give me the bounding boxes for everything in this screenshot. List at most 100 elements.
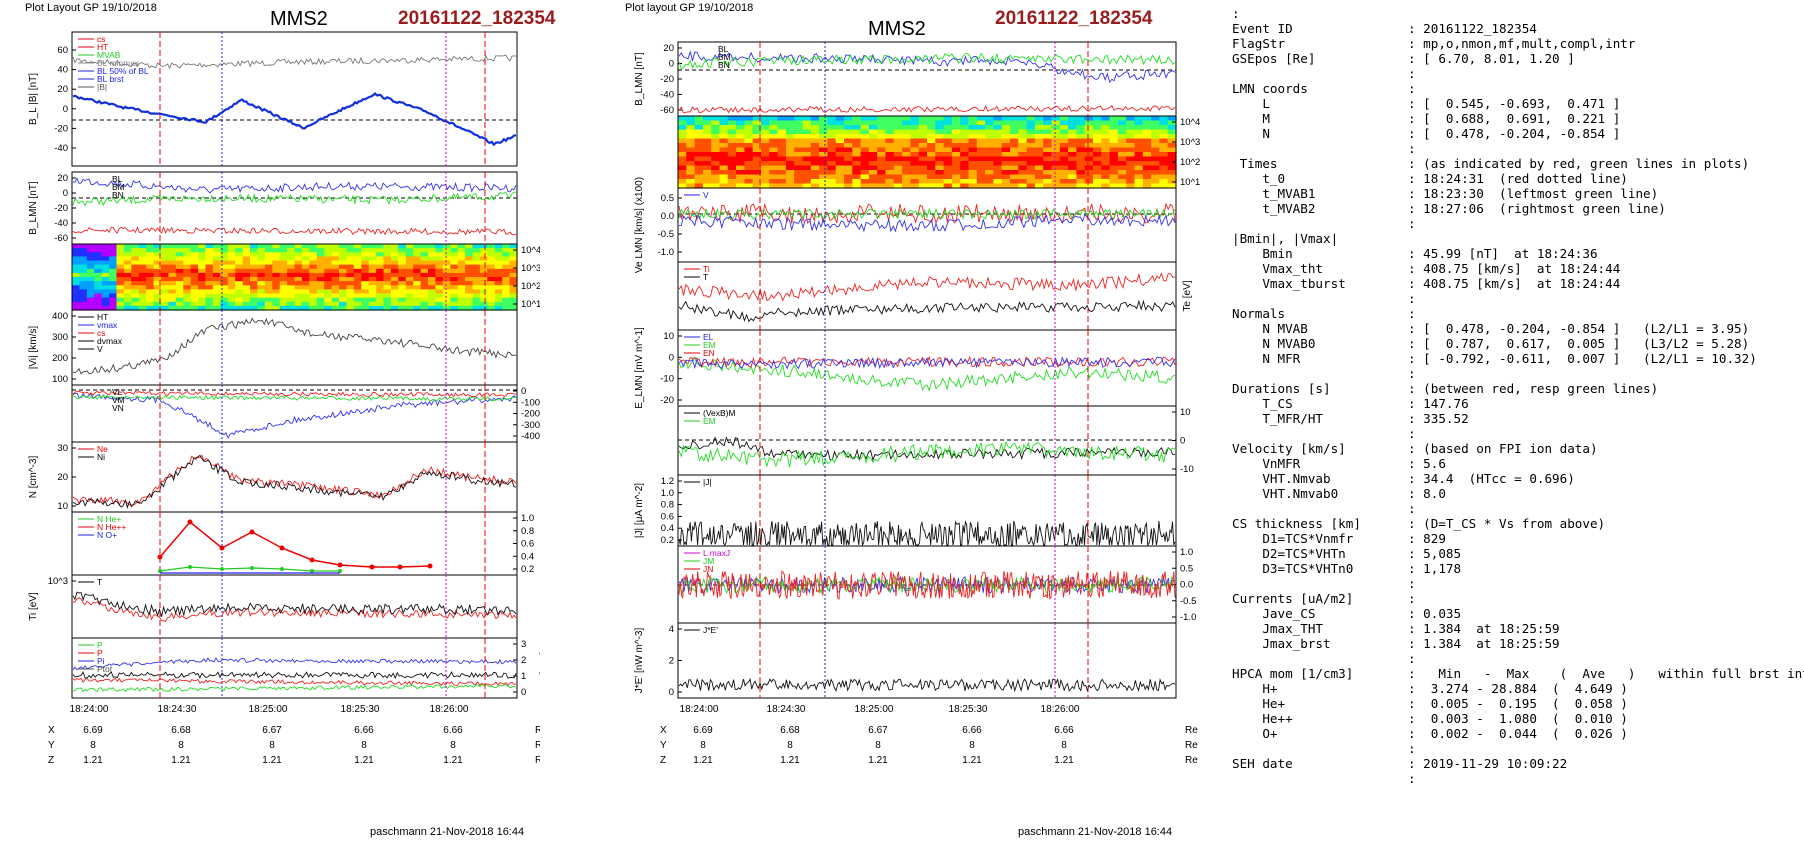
spectrogram-cell: [146, 305, 155, 311]
spectrogram-cell: [1109, 147, 1119, 153]
spectrogram-cell: [79, 293, 88, 299]
spectrogram-cell: [860, 120, 870, 126]
right-panel-3-tick-label: 0.5: [661, 193, 674, 204]
spectrogram-cell: [752, 152, 762, 158]
spectrogram-cell: [860, 129, 870, 135]
summary-value: :: [1408, 426, 1416, 441]
spectrogram-cell: [1051, 143, 1061, 149]
spectrogram-cell: [927, 152, 936, 158]
spectrogram-cell: [227, 260, 236, 266]
spectrogram-cell: [1076, 152, 1086, 158]
right-panel-5-series-1: [678, 355, 1176, 369]
spectrogram-cell: [985, 120, 994, 126]
spectrogram-cell: [727, 156, 737, 162]
spectrogram-cell: [175, 305, 184, 311]
spectrogram-cell: [331, 285, 340, 290]
summary-key: [1232, 216, 1408, 231]
spectrogram-cell: [1059, 129, 1069, 135]
left-pos-value: 8: [178, 740, 184, 751]
spectrogram-cell: [1026, 147, 1036, 153]
right-panel-3-tick-label: -1.0: [658, 247, 674, 258]
spectrogram-cell: [960, 138, 970, 144]
spectrogram-cell: [86, 301, 95, 307]
spectrogram-cell: [420, 301, 429, 307]
summary-key: t_MVAB2: [1232, 201, 1316, 216]
spectrogram-cell: [198, 297, 207, 303]
spectrogram-cell: [212, 248, 221, 253]
spectrogram-cell: [1134, 138, 1144, 144]
spectrogram-cell: [927, 156, 936, 162]
spectrogram-cell: [279, 297, 288, 303]
spectrogram-cell: [769, 174, 779, 180]
spectrogram-cell: [198, 268, 207, 274]
spectrogram-cell: [168, 297, 177, 303]
spectrogram-cell: [985, 147, 994, 153]
spectrogram-cell: [1034, 170, 1044, 176]
spectrogram-cell: [694, 174, 704, 180]
spectrogram-cell: [1093, 152, 1102, 158]
spectrogram-cell: [116, 297, 125, 303]
right-panel-8-legend-entry: L maxJ: [703, 548, 730, 558]
spectrogram-cell: [279, 293, 288, 299]
spectrogram-cell: [893, 147, 903, 153]
spectrogram-cell: [910, 143, 920, 149]
left-pos-unit: Re: [535, 725, 540, 736]
spectrogram-cell: [1010, 116, 1019, 122]
spectrogram-cell: [331, 268, 340, 274]
spectrogram-cell: [727, 116, 737, 122]
spectrogram-cell: [175, 268, 184, 274]
summary-row: D2=TCS*VHTn: 5,085: [1232, 546, 1804, 561]
left-panel-2-series-1: [72, 191, 517, 207]
spectrogram-cell: [316, 268, 325, 274]
spectrogram-cell: [442, 289, 451, 295]
spectrogram-cell: [1018, 179, 1028, 185]
spectrogram-cell: [1126, 125, 1136, 131]
spectrogram-cell: [993, 165, 1003, 171]
spectrogram-cell: [383, 244, 392, 249]
spectrogram-cell: [1134, 152, 1144, 158]
spectrogram-cell: [220, 289, 229, 295]
spectrogram-cell: [736, 165, 745, 171]
spectrogram-cell: [413, 301, 422, 307]
spectrogram-cell: [1142, 174, 1152, 180]
right-panel-9-ylabel: J*E' [nW m^-3]: [634, 628, 645, 694]
left-panel-8-series-0: [72, 597, 517, 622]
summary-row: :: [1232, 291, 1804, 306]
spectrogram-cell: [390, 260, 399, 266]
right-panel-9-series-0: [678, 677, 1176, 693]
spectrogram-cell: [810, 134, 820, 140]
spectrogram-cell: [131, 297, 140, 303]
spectrogram-cell: [719, 156, 729, 162]
right-pos-value: 8: [969, 740, 975, 751]
spectrogram-cell: [361, 281, 370, 286]
right-panel-1-tick-label: -20: [660, 74, 674, 85]
left-panel-7-legend-entry: N O+: [97, 530, 117, 540]
spectrogram-cell: [1059, 152, 1069, 158]
spectrogram-cell: [802, 138, 812, 144]
spectrogram-cell: [1109, 165, 1119, 171]
spectrogram-cell: [951, 161, 961, 167]
spectrogram-cell: [279, 248, 288, 253]
spectrogram-cell: [761, 143, 770, 149]
spectrogram-cell: [844, 125, 853, 131]
spectrogram-cell: [383, 305, 392, 311]
left-pos-unit: Re: [535, 740, 540, 751]
spectrogram-cell: [968, 143, 978, 149]
left-panel-3-tick-label: 10^4: [521, 245, 540, 256]
spectrogram-cell: [220, 264, 229, 270]
spectrogram-cell: [736, 147, 745, 153]
spectrogram-cell: [101, 281, 110, 286]
spectrogram-cell: [138, 293, 147, 299]
spectrogram-cell: [472, 277, 481, 282]
spectrogram-cell: [727, 120, 737, 126]
spectrogram-cell: [1068, 165, 1077, 171]
spectrogram-cell: [827, 174, 837, 180]
spectrogram-cell: [309, 268, 318, 274]
right-pos-value: 6.66: [1054, 725, 1074, 736]
spectrogram-cell: [1151, 152, 1160, 158]
spectrogram-cell: [272, 272, 281, 278]
spectrogram-cell: [212, 272, 221, 278]
spectrogram-cell: [1142, 129, 1152, 135]
spectrogram-cell: [694, 138, 704, 144]
